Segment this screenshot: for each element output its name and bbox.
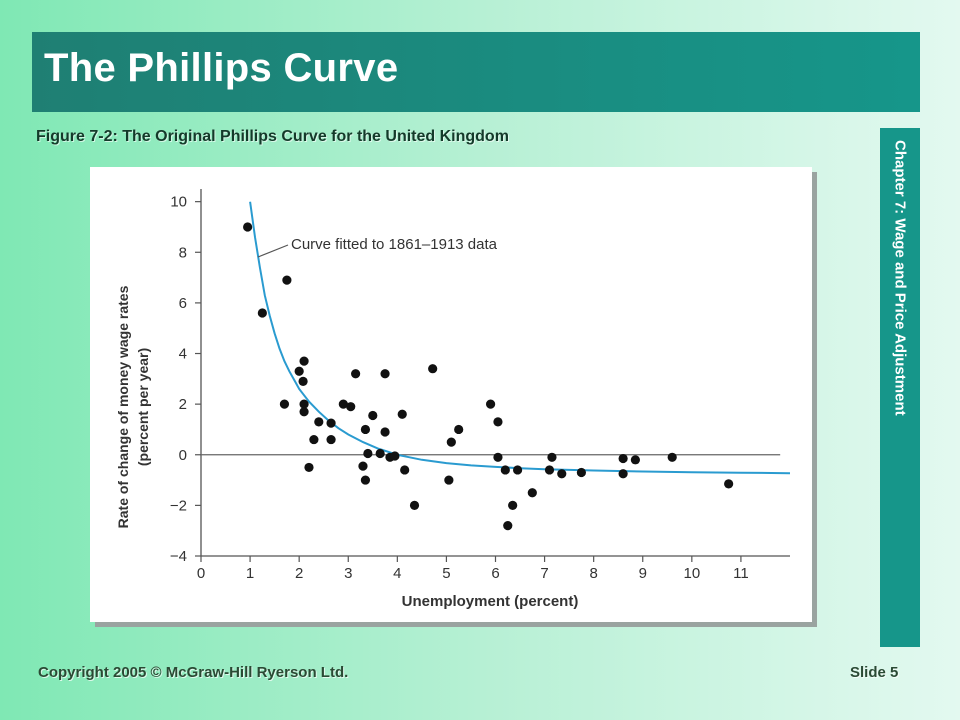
x-tick-labels: 0 1 2 3 4 5 6 7 8 9 10 11 xyxy=(197,565,749,582)
data-point xyxy=(243,222,253,232)
data-point xyxy=(326,418,336,428)
data-point xyxy=(444,475,454,485)
y-axis-label-units: (percent per year) xyxy=(135,348,151,466)
data-point xyxy=(493,452,503,462)
chapter-side-bar: Chapter 7: Wage and Price Adjustment xyxy=(880,128,920,647)
data-point xyxy=(724,479,734,489)
y-tick-label: 10 xyxy=(170,194,187,211)
data-point xyxy=(503,521,513,531)
data-point xyxy=(618,453,628,464)
slide-title: The Phillips Curve xyxy=(44,46,399,90)
x-tick-label: 6 xyxy=(491,565,499,582)
data-point xyxy=(557,469,567,479)
x-tick-label: 9 xyxy=(639,565,647,582)
x-tick-label: 7 xyxy=(540,565,548,582)
annotation-leader-line xyxy=(257,244,289,258)
y-tick-label: 8 xyxy=(179,244,187,261)
y-tick-label: −2 xyxy=(170,497,187,514)
data-point xyxy=(508,500,518,510)
data-point xyxy=(397,409,407,419)
data-point xyxy=(400,465,410,475)
x-tick-label: 1 xyxy=(246,565,254,582)
curve-annotation: Curve fitted to 1861–1913 data xyxy=(257,236,498,258)
data-point xyxy=(279,399,290,409)
data-point xyxy=(299,356,309,366)
data-point xyxy=(428,364,438,374)
annotation-text: Curve fitted to 1861–1913 data xyxy=(291,236,498,253)
phillips-curve-chart: 0 1 2 3 4 5 6 7 8 9 10 11 10 8 6 4 2 0 −2 −4 Unemployment … xyxy=(115,189,791,610)
data-point xyxy=(309,434,319,445)
x-tick-label: 4 xyxy=(393,565,401,582)
data-point xyxy=(630,455,640,465)
title-bar: The Phillips Curve xyxy=(32,32,920,112)
chapter-label: Chapter 7: Wage and Price Adjustment xyxy=(891,140,909,416)
y-tick-labels: 10 8 6 4 2 0 −2 −4 xyxy=(170,194,187,565)
data-point xyxy=(547,452,557,462)
data-points-group xyxy=(243,222,734,531)
data-point xyxy=(338,399,348,409)
data-point xyxy=(380,369,390,379)
data-point xyxy=(360,475,371,485)
data-point xyxy=(363,448,373,459)
data-point xyxy=(512,465,523,475)
data-point xyxy=(326,434,336,445)
data-point xyxy=(304,462,314,473)
figure-panel: 0 1 2 3 4 5 6 7 8 9 10 11 10 8 6 4 2 0 −2 −4 Unemployment … xyxy=(90,167,812,622)
x-tick-label: 8 xyxy=(589,565,597,582)
x-tick-label: 10 xyxy=(683,565,700,582)
data-point xyxy=(493,417,503,427)
data-point xyxy=(346,402,356,412)
figure-caption: Figure 7-2: The Original Phillips Curve … xyxy=(36,128,509,145)
data-point xyxy=(360,424,371,435)
data-point xyxy=(298,376,308,386)
x-tick-label: 2 xyxy=(295,565,303,582)
data-point xyxy=(294,366,304,376)
data-point xyxy=(368,410,378,421)
data-point xyxy=(314,417,324,427)
data-point xyxy=(358,461,368,471)
data-point xyxy=(454,424,464,435)
x-tick-label: 5 xyxy=(442,565,450,582)
copyright-text: Copyright 2005 © McGraw-Hill Ryerson Ltd… xyxy=(38,664,349,681)
data-point xyxy=(351,369,361,379)
y-tick-label: −4 xyxy=(170,548,187,565)
data-point xyxy=(299,399,309,409)
y-tick-label: 2 xyxy=(179,396,187,413)
data-point xyxy=(667,452,677,462)
y-tick-label: 6 xyxy=(179,295,187,312)
data-point xyxy=(282,275,292,285)
data-point xyxy=(257,308,267,318)
data-point xyxy=(380,427,390,437)
data-point xyxy=(544,465,555,475)
data-point xyxy=(446,437,456,447)
data-point xyxy=(618,469,628,479)
data-point xyxy=(375,448,385,459)
data-point xyxy=(299,407,309,417)
y-tick-label: 0 xyxy=(179,447,187,464)
data-point xyxy=(409,500,420,510)
data-point xyxy=(576,467,586,478)
chart-axes xyxy=(195,189,790,562)
data-point xyxy=(527,488,537,498)
x-tick-label: 0 xyxy=(197,565,205,582)
y-tick-label: 4 xyxy=(179,346,187,363)
data-point xyxy=(390,451,400,461)
slide-number: Slide 5 xyxy=(850,664,899,681)
data-point xyxy=(485,399,496,409)
x-axis-label: Unemployment (percent) xyxy=(402,593,579,610)
x-tick-label: 11 xyxy=(733,565,749,582)
y-axis-label: Rate of change of money wage rates xyxy=(115,285,131,528)
x-tick-label: 3 xyxy=(344,565,352,582)
data-point xyxy=(500,465,510,475)
